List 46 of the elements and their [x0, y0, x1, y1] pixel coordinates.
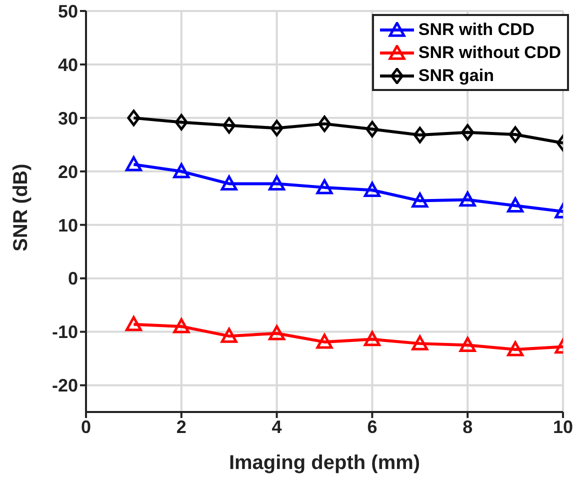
y-axis-title: SNR (dB) — [10, 164, 32, 252]
y-tick-label: 50 — [58, 1, 78, 22]
x-tick-label: 6 — [367, 416, 378, 437]
point — [222, 117, 236, 134]
point — [459, 191, 476, 207]
x-tick-label: 10 — [552, 416, 574, 437]
point — [125, 156, 142, 172]
legend-label: SNR with CDD — [418, 19, 535, 41]
point — [412, 192, 428, 208]
point — [268, 325, 286, 340]
point — [364, 331, 380, 346]
point — [127, 110, 140, 126]
point — [507, 197, 524, 212]
x-tick-label: 4 — [272, 416, 282, 437]
point — [366, 120, 379, 138]
point — [268, 175, 286, 191]
point — [220, 328, 238, 343]
point — [413, 126, 426, 144]
x-tick-label: 8 — [462, 416, 473, 437]
y-tick-label: -10 — [52, 322, 78, 342]
point — [364, 182, 380, 197]
point — [412, 335, 428, 350]
point — [173, 163, 190, 178]
point — [174, 114, 188, 130]
y-tick-label: 0 — [68, 268, 78, 289]
point — [270, 120, 284, 136]
legend-label: SNR gain — [418, 65, 494, 87]
point — [316, 179, 333, 194]
point — [316, 334, 333, 349]
point — [508, 126, 522, 143]
y-tick-label: -20 — [52, 376, 78, 396]
y-tick-label: 20 — [58, 162, 78, 182]
legend-label: SNR without CDD — [418, 42, 561, 64]
point — [173, 318, 190, 334]
y-tick-label: 40 — [58, 54, 78, 75]
x-tick-label: 0 — [80, 416, 92, 437]
y-tick-label: 10 — [58, 215, 78, 236]
point — [459, 336, 476, 352]
point — [461, 124, 474, 141]
point — [507, 341, 524, 356]
y-tick-label: 30 — [58, 108, 78, 128]
point — [220, 175, 238, 191]
x-axis-title: Imaging depth (mm) — [228, 452, 420, 474]
point — [125, 316, 142, 332]
point — [318, 116, 331, 132]
x-tick-label: 2 — [176, 416, 186, 437]
